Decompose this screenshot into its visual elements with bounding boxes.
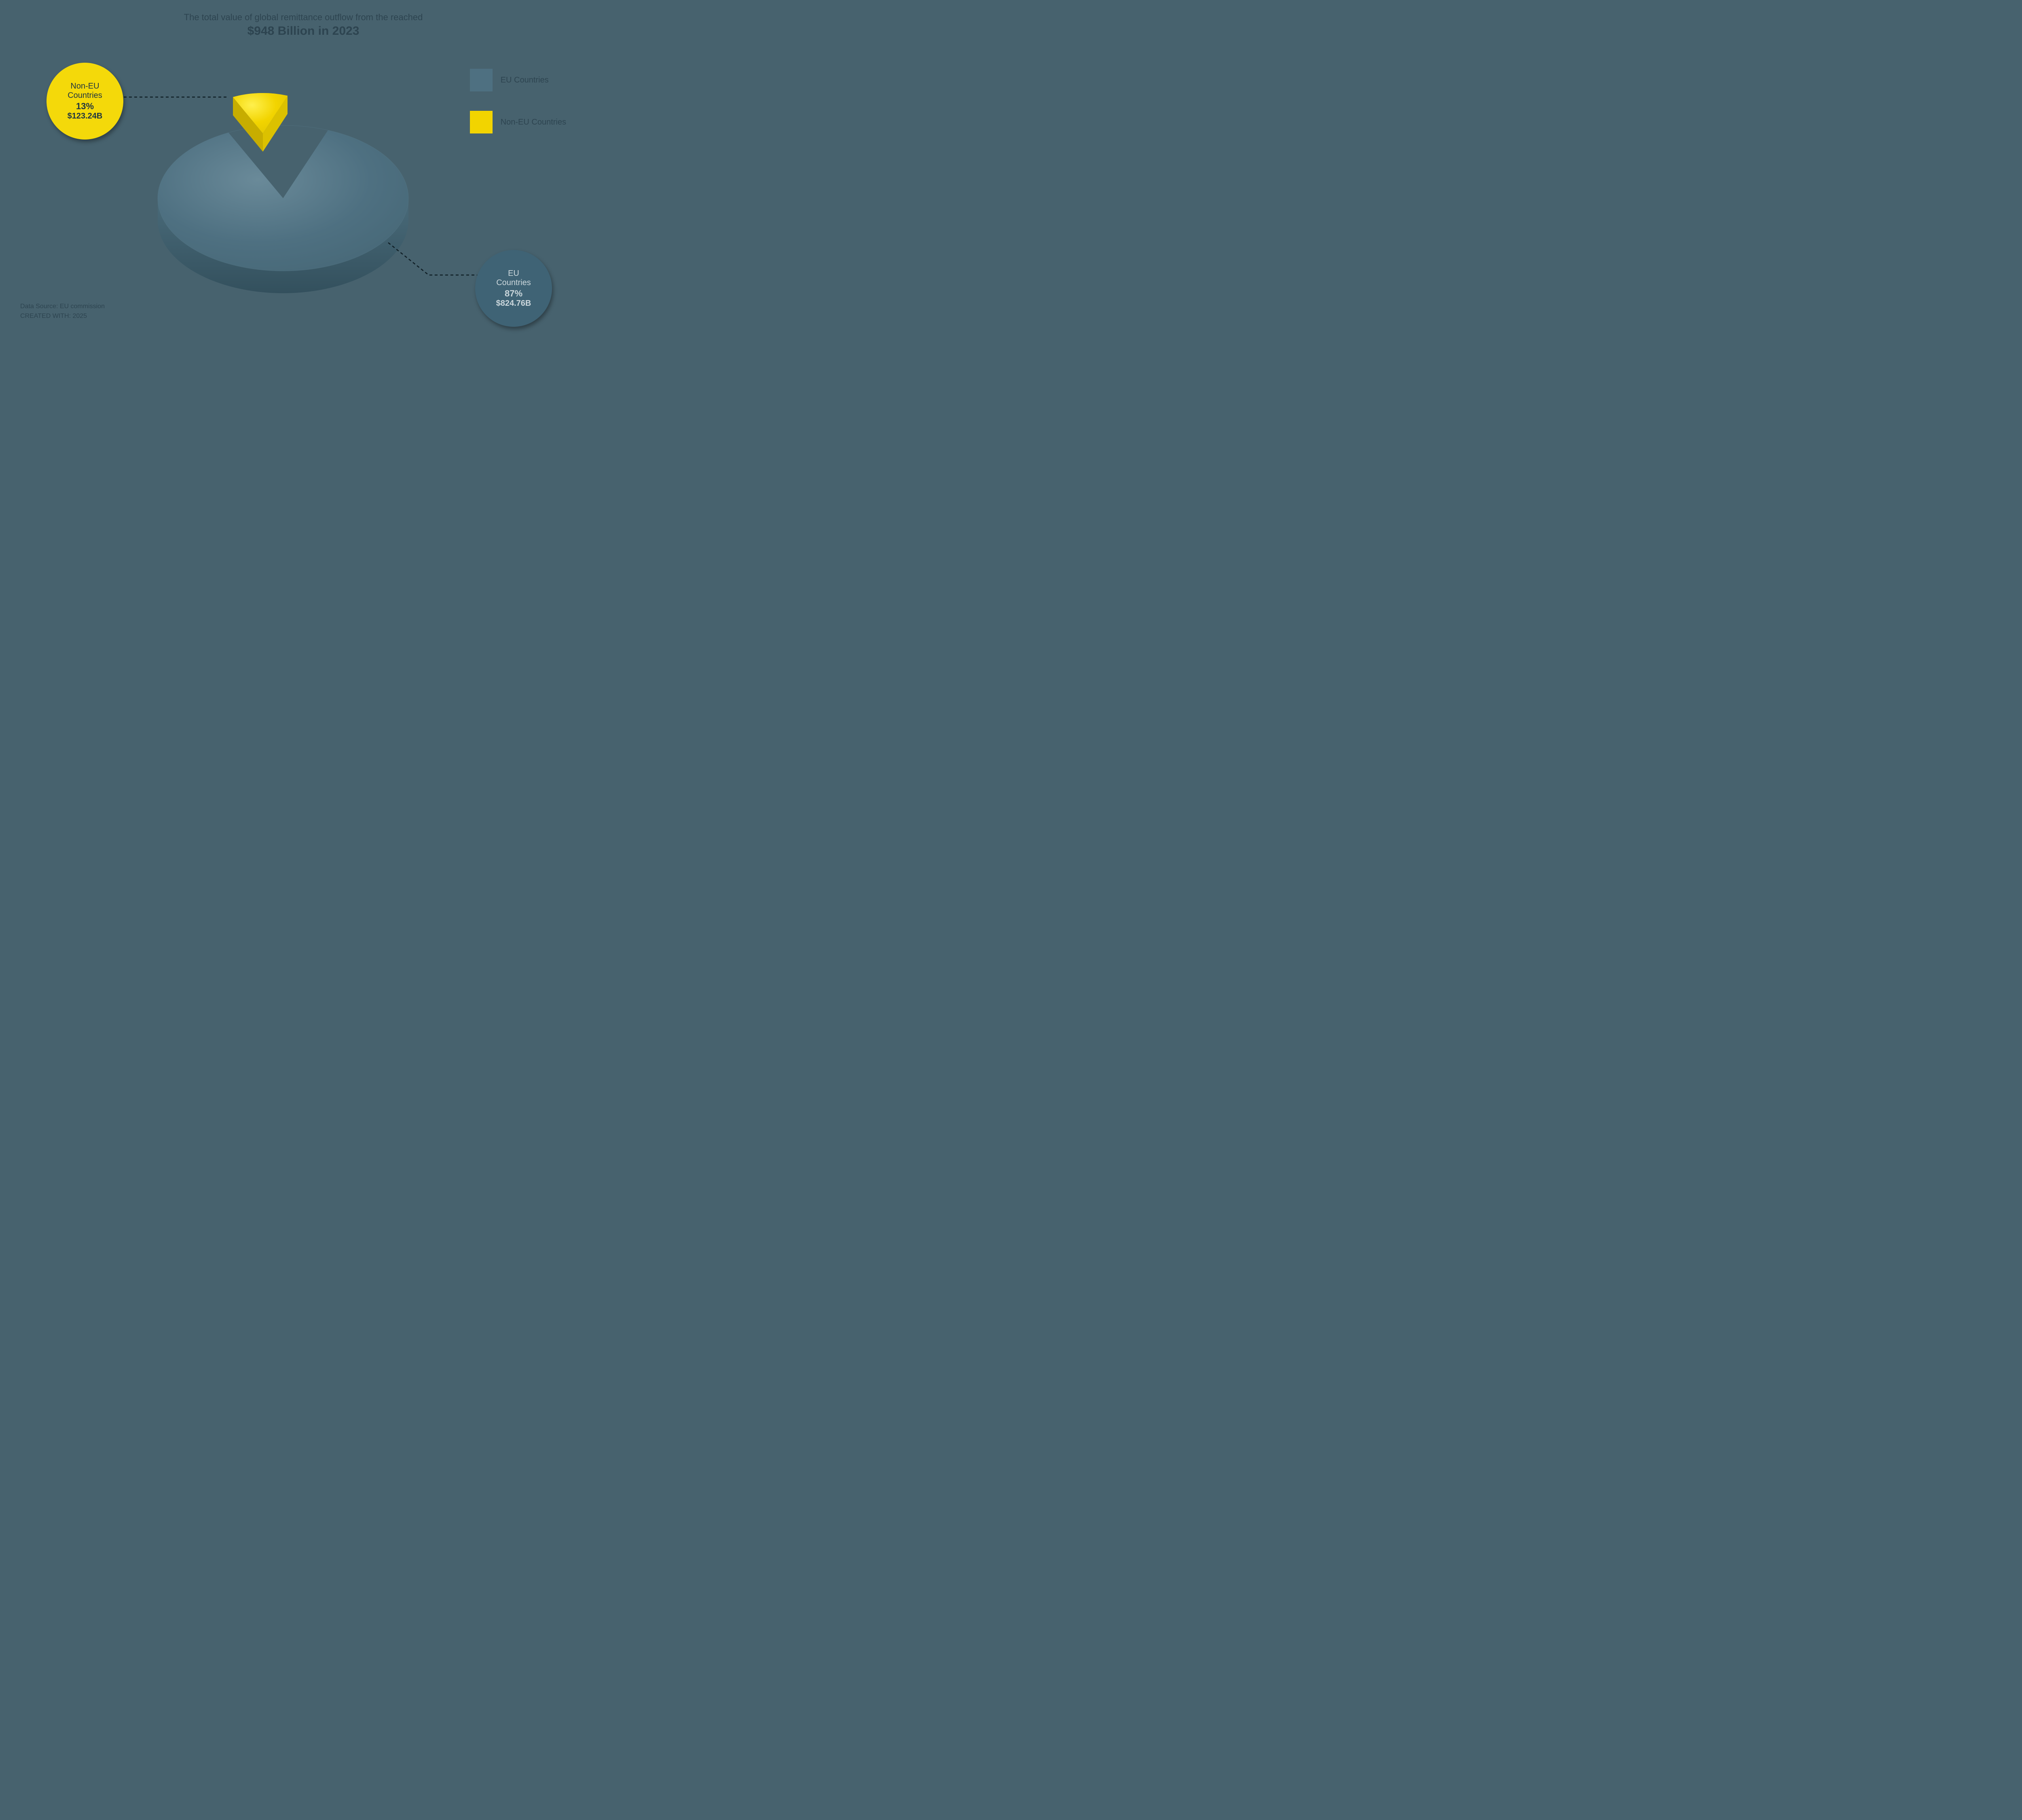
leader-eu [388,243,477,275]
callout-noneu-val: $123.24B [68,112,103,121]
source-line1: Data Source: EU commission [20,302,105,311]
legend-label-eu: EU Countries [501,76,549,85]
callout-eu-name-l2: Countries [496,278,531,287]
legend-item-eu: EU Countries [470,69,566,91]
callout-noneu-name-l2: Countries [68,91,102,100]
callout-eu: EU Countries 87% $824.76B [475,250,552,327]
legend: EU Countries Non-EU Countries [470,69,566,153]
callout-noneu-pct: 13% [76,101,94,112]
callout-eu-name: EU Countries [496,269,531,288]
callout-noneu-name: Non-EU Countries [68,82,102,100]
legend-swatch-eu [470,69,493,91]
callout-noneu-name-l1: Non-EU [70,82,99,91]
callout-eu-val: $824.76B [496,299,531,308]
callout-eu-name-l1: EU [508,269,519,278]
source-note: Data Source: EU commission CREATED WITH:… [20,302,105,321]
callout-eu-pct: 87% [505,288,522,299]
eu-slice-top [158,130,408,271]
source-line2: CREATED WITH: 2025 [20,311,105,321]
chart-stage: The total value of global remittance out… [0,0,607,341]
legend-label-noneu: Non-EU Countries [501,118,566,127]
callout-noneu: Non-EU Countries 13% $123.24B [47,63,123,140]
legend-swatch-noneu [470,111,493,133]
legend-item-noneu: Non-EU Countries [470,111,566,133]
